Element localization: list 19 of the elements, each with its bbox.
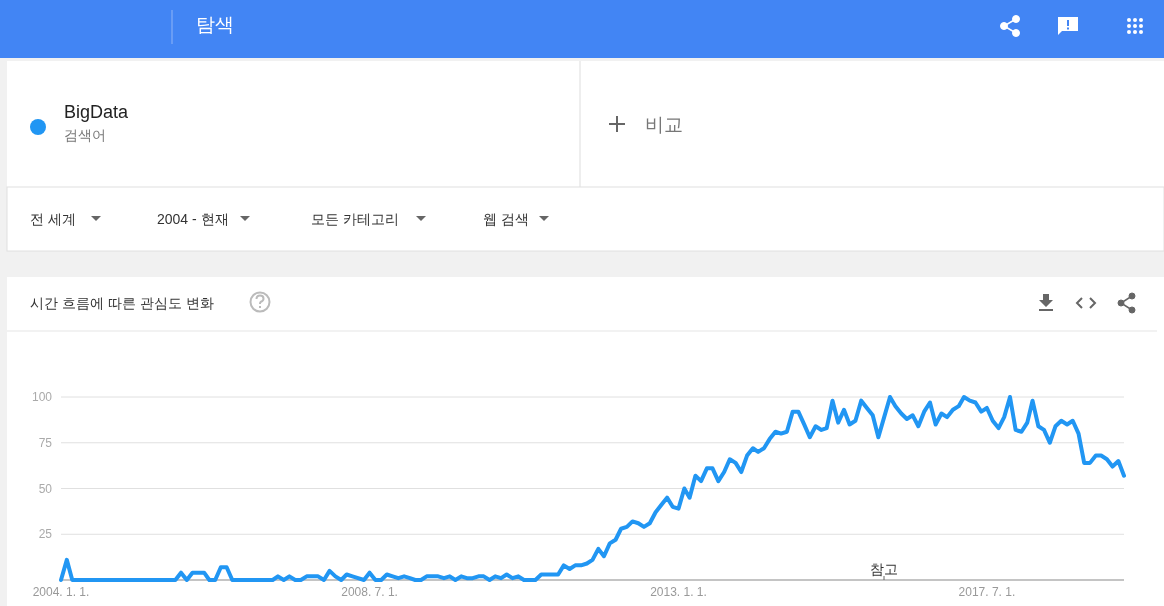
y-tick-label: 50 <box>38 481 53 496</box>
line-series <box>59 395 1126 582</box>
text: 탐색 <box>196 14 234 35</box>
y-tick-label: 100 <box>31 390 53 404</box>
text: 비교 <box>645 114 683 135</box>
text: 2004 - 현재 <box>157 211 229 227</box>
annotation: 참고 <box>870 561 898 577</box>
text: 전 세계 <box>30 211 76 227</box>
y-tick-label: 25 <box>38 527 53 542</box>
y-tick-label: 75 <box>38 435 53 450</box>
text: BigData <box>64 102 130 122</box>
x-tick-label: 2004. 1. 1. <box>32 585 90 599</box>
text: 웹 검색 <box>483 211 529 227</box>
text: 검색어 <box>64 127 106 143</box>
text: 모든 카테고리 <box>311 211 399 227</box>
x-tick-label: 2017. 7. 1. <box>958 585 1016 599</box>
chart-title: 시간 흐름에 따른 관심도 변화 <box>30 295 214 311</box>
x-tick-label: 2008. 7. 1. <box>341 585 398 599</box>
x-tick-label: 2013. 1. 1. <box>650 585 707 599</box>
